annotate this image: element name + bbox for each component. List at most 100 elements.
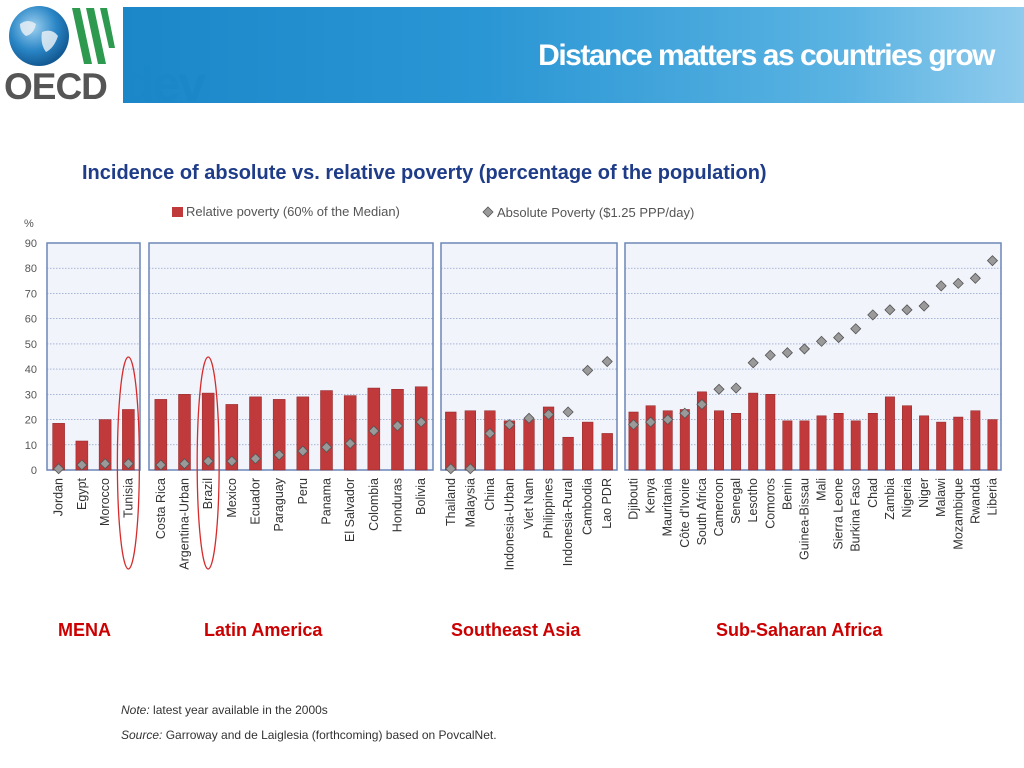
category-label-cameroon: Cameroon: [712, 478, 726, 536]
category-label-rwanda: Rwanda: [968, 478, 982, 524]
point-panama: [320, 441, 333, 453]
bar-thailand: [445, 411, 457, 471]
source-text: Garroway and de Laiglesia (forthcoming) …: [165, 728, 497, 742]
point-c-te-d-ivoire: [679, 407, 691, 419]
title-banner: Distance matters as countries grow: [123, 7, 1024, 103]
bar-niger: [919, 415, 930, 471]
category-label-tunisia: Tunisia: [121, 478, 135, 518]
point-kenya: [645, 416, 657, 428]
y-tick-label: 90: [25, 238, 37, 250]
category-label-comoros: Comoros: [763, 478, 777, 529]
category-label-brazil: Brazil: [201, 478, 215, 509]
category-label-south-africa: South Africa: [695, 478, 709, 545]
header: OECD Distance matters as countries grow …: [0, 0, 1024, 112]
category-label-thailand: Thailand: [444, 478, 458, 526]
point-costa-rica: [155, 459, 167, 471]
y-axis-label: %: [24, 218, 34, 230]
point-thailand: [445, 463, 457, 475]
note-label: Note:: [121, 703, 150, 717]
point-malaysia: [464, 463, 476, 475]
note-line: Note: latest year available in the 2000s: [121, 703, 328, 717]
bar-sierra-leone: [833, 413, 844, 471]
region-label-latin-america: Latin America: [204, 620, 323, 640]
point-egypt: [76, 459, 88, 471]
category-label-liberia: Liberia: [985, 478, 999, 516]
category-label-china: China: [483, 478, 497, 511]
legend-label-absolute: Absolute Poverty ($1.25 PPP/day): [497, 205, 694, 220]
bar-zambia: [884, 396, 895, 471]
bar-china: [484, 410, 496, 471]
point-china: [484, 427, 496, 439]
point-zambia: [884, 304, 896, 316]
region-label-sub-saharan-africa: Sub-Saharan Africa: [716, 620, 883, 640]
point-philippines: [542, 408, 555, 421]
bar-cambodia: [582, 421, 594, 471]
point-cambodia: [582, 364, 594, 376]
source-label: Source:: [121, 728, 163, 742]
category-label-jordan: Jordan: [52, 478, 66, 516]
point-honduras: [391, 420, 404, 432]
category-label-cambodia: Cambodia: [581, 478, 595, 535]
point-mozambique: [952, 277, 964, 289]
category-label-egypt: Egypt: [75, 477, 89, 509]
category-label-mozambique: Mozambique: [951, 478, 965, 550]
point-ecuador: [249, 453, 262, 465]
bar-cameroon: [714, 410, 724, 471]
category-label-mexico: Mexico: [225, 478, 239, 518]
point-jordan: [53, 463, 65, 475]
category-label-benin: Benin: [780, 478, 794, 510]
category-label-costa-rica: Costa Rica: [154, 478, 168, 539]
y-tick-label: 10: [25, 440, 37, 452]
bar-south-africa: [696, 391, 707, 471]
point-sierra-leone: [833, 332, 845, 344]
point-tunisia: [122, 458, 134, 470]
point-cameroon: [713, 383, 725, 395]
bar-nigeria: [902, 405, 912, 471]
y-tick-label: 70: [25, 288, 37, 300]
bar-mali: [816, 415, 827, 471]
point-mexico: [226, 455, 238, 467]
category-label-panama: Panama: [320, 478, 334, 525]
category-label-colombia: Colombia: [367, 478, 381, 531]
category-label-argentina-urban: Argentina-Urban: [178, 478, 192, 570]
point-indonesia-rural: [562, 406, 574, 418]
point-djibouti: [627, 419, 640, 431]
point-nigeria: [901, 304, 913, 316]
bar-burkina-faso: [850, 420, 861, 471]
panel-latin-america: [148, 242, 434, 471]
point-mauritania: [662, 413, 674, 426]
note-text: latest year available in the 2000s: [153, 703, 328, 717]
point-lao-pdr: [601, 355, 613, 368]
category-label-ecuador: Ecuador: [249, 478, 263, 525]
bar-philippines: [542, 406, 555, 471]
y-tick-label: 30: [25, 389, 37, 401]
bar-guinea-bissau: [799, 420, 810, 471]
bar-malawi: [936, 421, 947, 471]
bar-lesotho: [748, 392, 759, 471]
bar-senegal: [731, 413, 742, 471]
point-bolivia: [415, 416, 427, 428]
category-label-guinea-bissau: Guinea-Bissau: [797, 478, 811, 560]
category-label-burkina-faso: Burkina Faso: [849, 478, 863, 552]
point-burkina-faso: [850, 323, 862, 335]
point-colombia: [368, 425, 380, 437]
point-liberia: [986, 255, 999, 267]
bar-bolivia: [414, 386, 428, 471]
chart-title: Incidence of absolute vs. relative pover…: [82, 162, 767, 184]
point-benin: [781, 347, 793, 359]
region-label-mena: MENA: [58, 620, 111, 640]
point-chad: [867, 309, 879, 321]
bar-benin: [782, 420, 793, 471]
bar-rwanda: [970, 410, 981, 471]
bar-kenya: [645, 405, 656, 471]
legend-label-relative: Relative poverty (60% of the Median): [186, 204, 400, 219]
category-label-paraguay: Paraguay: [272, 477, 286, 531]
category-label-zambia: Zambia: [883, 478, 897, 520]
bar-tunisia: [122, 409, 135, 471]
y-tick-label: 40: [25, 364, 37, 376]
bar-viet-nam: [523, 419, 535, 471]
point-lesotho: [747, 357, 759, 369]
bar-chad: [867, 413, 878, 471]
category-label-chad: Chad: [866, 478, 880, 508]
category-label-senegal: Senegal: [729, 478, 743, 524]
